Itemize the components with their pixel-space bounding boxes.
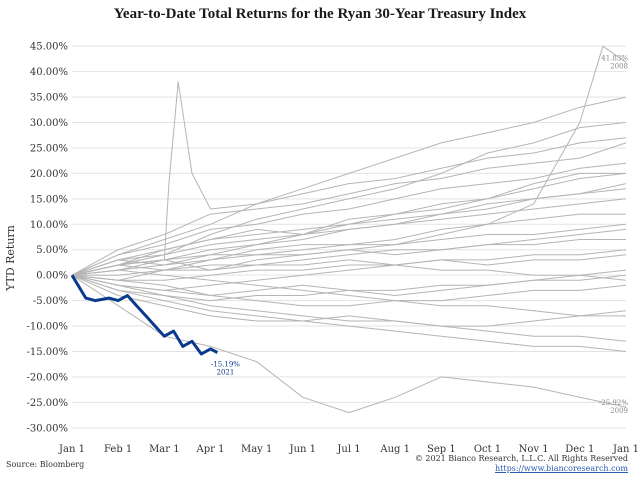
y-tick-label: -20.00% <box>26 372 68 383</box>
x-tick-label: Jul 1 <box>336 444 360 455</box>
source-note: Source: Bloomberg <box>6 460 85 469</box>
series-line-2008 <box>71 45 627 276</box>
annotation-year: 2009 <box>610 407 628 415</box>
y-tick-label: 15.00% <box>30 194 68 205</box>
series-line-history-26 <box>71 172 627 276</box>
series-line-history-21 <box>71 274 627 327</box>
y-tick-label: -5.00% <box>33 296 68 307</box>
website-link[interactable]: https://www.biancoresearch.com <box>495 464 628 473</box>
series-line-history-10 <box>71 274 627 307</box>
annotation-year: 2021 <box>217 368 235 376</box>
y-tick-label: 45.00% <box>30 42 68 53</box>
series-line-history-5 <box>71 96 627 276</box>
series-line-history-24 <box>71 269 627 302</box>
y-tick-label: -30.00% <box>26 423 68 434</box>
annotation-value: -25.92% <box>599 399 628 407</box>
series-line-history-23 <box>72 259 627 281</box>
historical-series <box>71 45 627 414</box>
y-tick-label: 0.00% <box>36 271 68 282</box>
y-tick-label: 30.00% <box>30 118 68 129</box>
x-tick-label: Oct 1 <box>474 444 501 455</box>
x-tick-label: Jan 1 <box>612 444 639 455</box>
y-tick-label: 20.00% <box>30 169 68 180</box>
y-tick-label: -15.00% <box>26 347 68 358</box>
annotation-year: 2008 <box>610 62 628 70</box>
series-line-history-18 <box>71 254 627 281</box>
y-tick-label: 35.00% <box>30 93 68 104</box>
gridlines <box>72 45 626 429</box>
series-line-history-11 <box>71 274 627 352</box>
y-tick-label: -10.00% <box>26 322 68 333</box>
series-line-history-13 <box>71 269 626 317</box>
series-line-history-19 <box>71 274 627 296</box>
annotation-value: -15.19% <box>211 360 240 368</box>
y-tick-label: -25.00% <box>26 398 68 409</box>
end-labels: 41.83%2008 -25.92%2009 -15.19%2021 <box>211 54 628 415</box>
x-tick-label: Feb 1 <box>104 444 132 455</box>
x-tick-label: Apr 1 <box>196 444 225 455</box>
x-tick-label: Aug 1 <box>379 444 410 455</box>
y-tick-labels: 45.00% 40.00% 35.00% 30.00% 25.00% 20.00% 15.0… <box>26 42 68 435</box>
x-tick-label: Mar 1 <box>149 444 180 455</box>
series-line-history-16 <box>71 81 627 276</box>
x-tick-label: Dec 1 <box>565 444 594 455</box>
x-tick-label: May 1 <box>241 444 272 455</box>
highlight-series <box>70 274 219 356</box>
annotation-value: 41.83% <box>601 54 628 62</box>
x-tick-label: Sep 1 <box>427 444 456 455</box>
series-line-history-25 <box>71 198 627 276</box>
x-tick-labels: Jan 1 Feb 1 Mar 1 Apr 1 May 1 Jun 1 Jul 1 Aug 1… <box>58 444 639 455</box>
y-tick-label: 25.00% <box>30 143 68 154</box>
y-tick-label: 10.00% <box>30 220 68 231</box>
copyright-block: © 2021 Bianco Research, L.L.C. All Right… <box>415 454 628 474</box>
x-tick-label: Jan 1 <box>58 444 85 455</box>
x-tick-label: Nov 1 <box>519 444 549 455</box>
y-axis-label: YTD Return <box>4 225 17 292</box>
series-line-history-12 <box>71 274 627 342</box>
y-tick-label: 40.00% <box>30 67 68 78</box>
x-tick-label: Jun 1 <box>289 444 316 455</box>
series-line-history-15 <box>71 162 627 276</box>
series-line-history-22 <box>71 142 627 276</box>
chart-title: Year-to-Date Total Returns for the Ryan … <box>113 6 527 22</box>
y-tick-label: 5.00% <box>36 245 68 256</box>
series-line-2021 <box>70 274 219 356</box>
copyright-text: © 2021 Bianco Research, L.L.C. All Right… <box>414 454 628 463</box>
